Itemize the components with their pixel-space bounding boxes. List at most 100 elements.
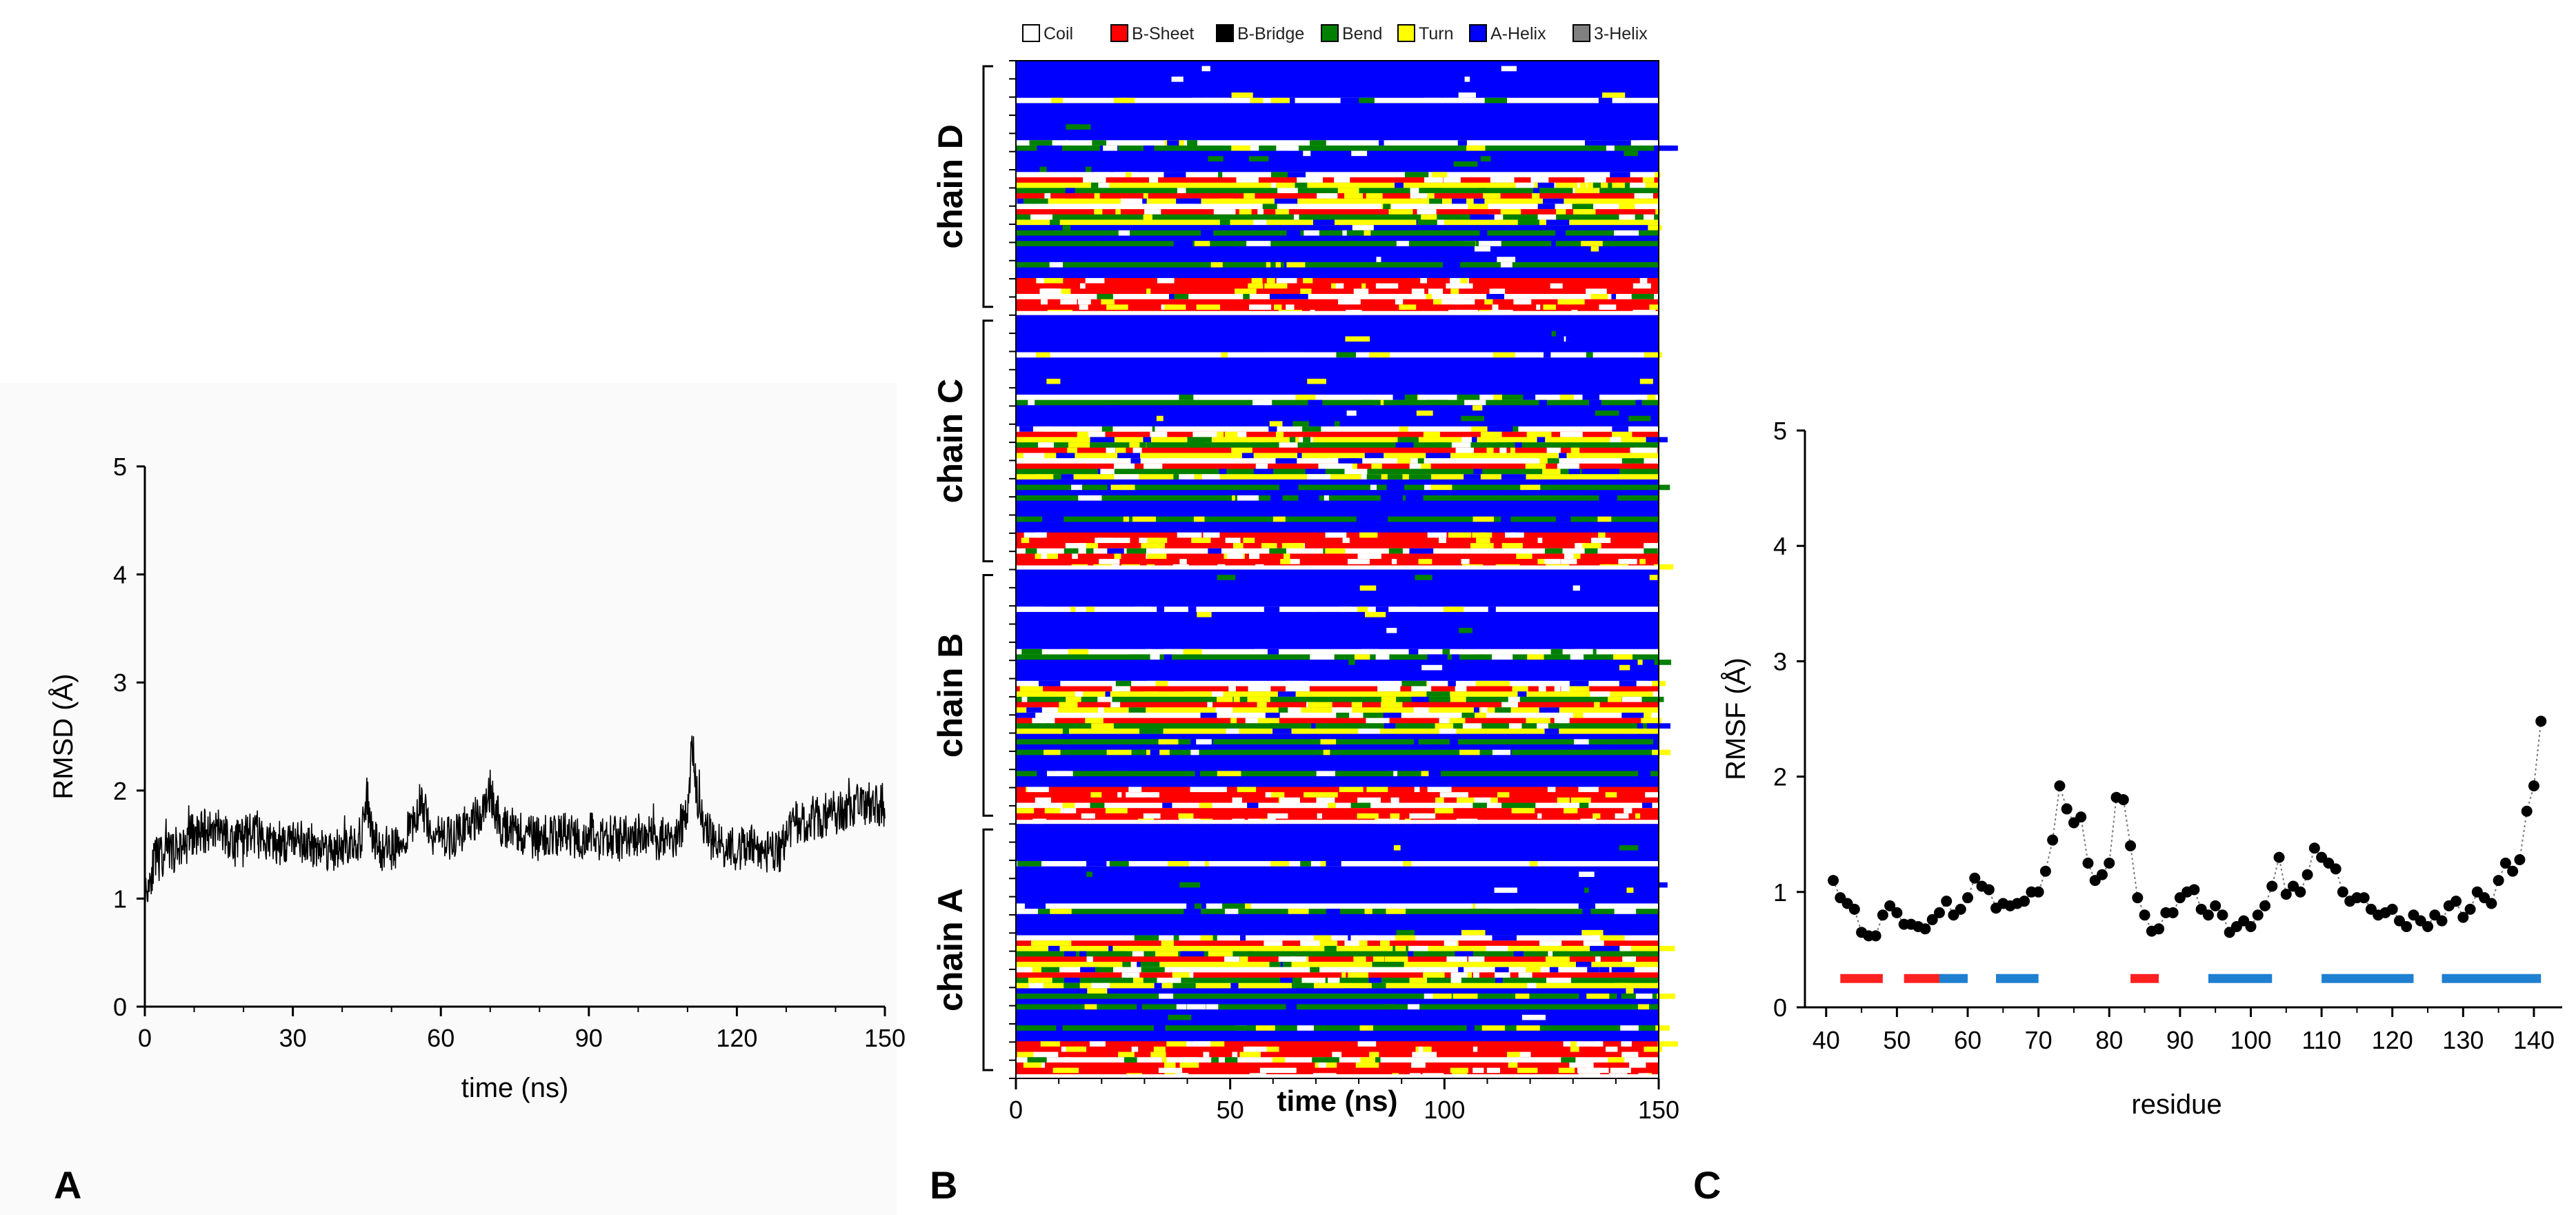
dssp-speckle xyxy=(1427,532,1447,538)
dssp-speckle xyxy=(1377,283,1399,289)
dssp-speckle xyxy=(1206,1004,1219,1010)
dssp-speckle xyxy=(1435,808,1448,813)
dssp-speckle xyxy=(1501,394,1524,400)
dssp-speckle xyxy=(1638,771,1650,777)
dssp-speckle xyxy=(1019,686,1044,692)
dssp-speckle xyxy=(1424,241,1438,246)
dssp-speckle xyxy=(1055,771,1073,777)
dssp-speckle xyxy=(1644,1046,1662,1052)
dssp-speckle xyxy=(1130,961,1137,967)
dssp-chain-separator xyxy=(1016,820,1659,824)
dssp-row xyxy=(1016,749,1659,755)
dssp-speckle xyxy=(1450,718,1466,724)
dssp-speckle xyxy=(1368,978,1381,983)
dssp-speckle xyxy=(1150,1051,1166,1058)
dssp-speckle xyxy=(1062,802,1075,809)
dssp-speckle xyxy=(1366,787,1388,793)
dssp-speckle xyxy=(1072,261,1086,268)
dssp-speckle xyxy=(1411,288,1425,295)
dssp-row xyxy=(1016,998,1659,1005)
dssp-speckle xyxy=(1472,1067,1484,1074)
dssp-speckle xyxy=(1179,474,1195,480)
dssp-speckle xyxy=(1320,739,1337,745)
dssp-speckle xyxy=(1285,680,1308,686)
dssp-speckle xyxy=(1409,463,1421,469)
dssp-speckle xyxy=(1353,940,1368,946)
dssp-speckle xyxy=(1411,686,1432,692)
dssp-speckle xyxy=(1424,177,1444,183)
dssp-speckle xyxy=(1351,702,1362,708)
legend-label: Bend xyxy=(1342,24,1382,43)
dssp-speckle xyxy=(1147,728,1164,734)
dssp-speckle xyxy=(1256,283,1261,289)
dssp-speckle xyxy=(1191,537,1211,544)
dssp-speckle xyxy=(1404,172,1429,178)
dssp-speckle xyxy=(1451,442,1471,448)
dssp-speckle xyxy=(1114,861,1128,867)
dssp-speckle xyxy=(1644,712,1652,718)
dssp-speckle xyxy=(1414,787,1420,793)
dssp-speckle xyxy=(1598,532,1606,538)
dssp-speckle xyxy=(1621,1051,1639,1058)
dssp-speckle xyxy=(1492,304,1499,310)
dssp-speckle xyxy=(1548,723,1559,729)
dssp-speckle xyxy=(1101,172,1110,178)
dssp-speckle xyxy=(1522,394,1539,400)
dssp-speckle xyxy=(1448,664,1471,671)
dssp-speckle xyxy=(1205,97,1229,103)
dssp-speckle xyxy=(1078,299,1091,305)
dssp-speckle xyxy=(1208,951,1233,957)
dssp-speckle xyxy=(1590,691,1610,697)
dssp-speckle xyxy=(1492,771,1497,777)
dssp-speckle xyxy=(1561,686,1573,692)
dssp-speckle xyxy=(1492,352,1515,358)
dssp-speckle xyxy=(1157,606,1164,612)
dssp-speckle xyxy=(1319,940,1338,946)
dssp-speckle xyxy=(1097,696,1112,702)
dssp-speckle xyxy=(1570,654,1584,660)
dssp-speckle xyxy=(1383,712,1401,718)
dssp-speckle xyxy=(1472,516,1494,522)
dssp-speckle xyxy=(1549,967,1559,973)
dssp-speckle xyxy=(1030,940,1050,946)
dssp-speckle xyxy=(1090,792,1102,798)
dssp-speckle xyxy=(1555,330,1572,337)
dssp-speckle xyxy=(1324,945,1337,951)
dssp-row xyxy=(1016,595,1659,602)
dssp-speckle xyxy=(1409,813,1430,819)
dssp-speckle xyxy=(1280,978,1292,983)
dssp-row xyxy=(1016,1014,1659,1020)
rmsf-point xyxy=(1969,872,1981,884)
dssp-speckle xyxy=(1383,204,1391,210)
dssp-speckle xyxy=(1579,182,1587,188)
dssp-speckle xyxy=(1528,431,1552,437)
dssp-speckle xyxy=(1231,145,1250,151)
dssp-speckle xyxy=(1171,77,1184,82)
dssp-speckle xyxy=(1501,66,1517,72)
dssp-row xyxy=(1016,972,1659,978)
dssp-speckle xyxy=(1321,792,1338,798)
dssp-speckle xyxy=(1615,813,1629,819)
rmsf-point xyxy=(2019,896,2030,907)
dssp-speckle xyxy=(1439,728,1457,734)
dssp-speckle xyxy=(1065,543,1086,549)
dssp-row xyxy=(1016,166,1659,172)
dssp-speckle xyxy=(1574,649,1593,655)
dssp-speckle xyxy=(1450,288,1459,295)
dssp-speckle xyxy=(1514,802,1536,809)
dssp-speckle xyxy=(1638,1004,1649,1010)
dssp-speckle xyxy=(1339,606,1352,612)
dssp-speckle xyxy=(1512,686,1528,692)
dssp-speckle xyxy=(1122,97,1135,103)
dssp-speckle xyxy=(1062,728,1070,734)
dssp-speckle xyxy=(1066,696,1081,702)
dssp-speckle xyxy=(1066,124,1091,130)
dssp-speckle xyxy=(1044,808,1062,813)
dssp-row xyxy=(1016,442,1659,448)
dssp-speckle xyxy=(1369,1051,1379,1058)
dssp-speckle xyxy=(1501,802,1521,809)
dssp-speckle xyxy=(1376,257,1381,262)
dssp-speckle xyxy=(1450,230,1468,236)
dssp-speckle xyxy=(1455,686,1467,692)
dssp-speckle xyxy=(1316,797,1335,803)
